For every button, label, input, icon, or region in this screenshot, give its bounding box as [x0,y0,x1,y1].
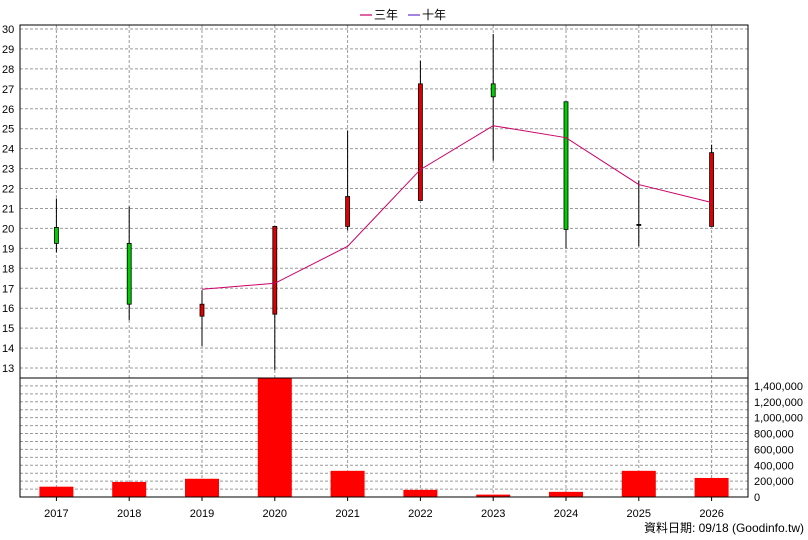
plot-frame [19,24,749,498]
moving-average-lines [201,125,712,290]
volume-tick-label: 1,200,000 [754,397,803,409]
volume-bar [39,486,74,497]
volume-tick-label: 600,000 [754,444,794,456]
volume-tick-label: 200,000 [754,476,794,488]
price-tick-label: 24 [2,144,14,156]
candle-body [709,152,714,227]
volume-bar [185,478,219,497]
volume-bar [112,481,147,497]
volume-bar [403,489,438,497]
volume-bar [257,378,292,497]
candle-body [490,83,496,98]
series-line-3y [201,125,712,290]
x-tick-label: 2022 [408,508,432,520]
volume-tick-label: 400,000 [754,460,794,472]
volume-bar [476,494,511,497]
price-tick-label: 17 [2,283,14,295]
price-tick-label: 15 [2,323,14,335]
x-tick-label: 2026 [699,508,723,520]
volume-bar [330,470,365,497]
candle-body [199,303,205,317]
volume-tick-label: 800,000 [754,429,794,441]
price-tick-label: 13 [2,363,14,375]
x-tick-label: 2024 [554,508,578,520]
volume-tick-label: 1,400,000 [754,381,803,393]
candle-body [417,83,423,201]
price-tick-label: 14 [2,343,14,355]
x-tick-label: 2020 [263,508,287,520]
price-tick-label: 30 [2,24,14,36]
candle-body [636,224,642,226]
legend: 三年 十年 [360,8,446,22]
x-tick-label: 2019 [190,508,214,520]
axes: 1314151617181920212223242526272829300200… [2,24,803,520]
price-tick-label: 18 [2,263,14,275]
candle-body [272,226,278,315]
price-tick-label: 23 [2,164,14,176]
price-tick-label: 28 [2,64,14,76]
volume-bar [694,477,729,497]
candle-body [126,242,132,305]
candle-body [54,227,59,244]
candle-body [563,101,569,230]
legend-label-3y: 三年 [374,8,398,22]
price-tick-label: 25 [2,124,14,136]
x-tick-label: 2018 [117,508,141,520]
x-tick-label: 2025 [627,508,651,520]
volume-tick-label: 1,000,000 [754,413,803,425]
x-tick-label: 2023 [481,508,505,520]
price-tick-label: 20 [2,223,14,235]
volume-bar [549,491,583,497]
data-date-credit: 資料日期: 09/18 (Goodinfo.tw) [644,521,804,535]
volume-bar [621,470,656,497]
price-tick-label: 16 [2,303,14,315]
legend-label-10y: 十年 [422,8,446,22]
price-tick-label: 26 [2,104,14,116]
x-tick-label: 2017 [44,508,68,520]
price-tick-label: 27 [2,84,14,96]
x-tick-label: 2021 [335,508,359,520]
volume-tick-label: 0 [754,492,760,504]
price-tick-label: 29 [2,44,14,56]
candle-body [345,196,351,227]
price-tick-label: 22 [2,184,14,196]
volume-bars [39,378,729,497]
candles [54,33,714,371]
price-tick-label: 19 [2,243,14,255]
price-tick-label: 21 [2,203,14,215]
